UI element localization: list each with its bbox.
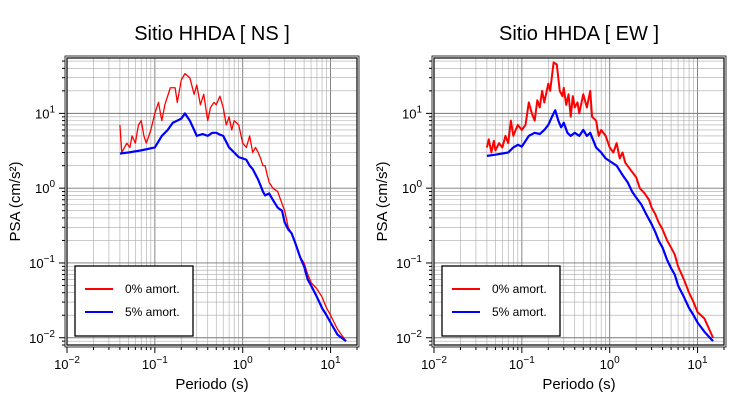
x-tick-label: 100 xyxy=(600,355,620,372)
legend-label-amort-0: 0% amort. xyxy=(125,282,180,296)
x-tick-label: 10−1 xyxy=(142,355,168,372)
legend: 0% amort. 5% amort. xyxy=(74,265,194,337)
chart-title: Sitio HHDA [ EW ] xyxy=(499,23,659,45)
x-axis-label: Periodo (s) xyxy=(542,376,615,393)
legend-label-amort-5: 5% amort. xyxy=(125,305,180,319)
plot-frame xyxy=(66,57,358,346)
series-line-amort-5 xyxy=(486,109,714,342)
series-line-amort-5 xyxy=(119,112,347,343)
x-tick-label: 10−1 xyxy=(509,355,535,372)
chart-title: Sitio HHDA [ NS ] xyxy=(134,23,290,45)
legend-box xyxy=(441,265,561,337)
plot-frame-outer xyxy=(64,55,360,348)
chart-panel-ew: 10−2 10−1 100 101 10−2 10−1 100 101 Sitio HHDA [… xyxy=(374,23,727,393)
plot-frame-outer xyxy=(431,55,727,348)
x-tick-label: 100 xyxy=(233,355,253,372)
y-tick-label: 10−1 xyxy=(29,254,55,271)
y-axis-label: PSA (cm/s²) xyxy=(7,161,24,241)
x-tick-label: 101 xyxy=(321,355,341,372)
chart-panel-ns: 10−2 10−1 100 101 10−2 10−1 100 101 Sitio HHDA [… xyxy=(7,23,360,393)
plot-frame xyxy=(433,57,725,346)
x-axis-label: Periodo (s) xyxy=(175,376,248,393)
y-tick-label: 100 xyxy=(402,179,422,196)
y-tick-label: 10−1 xyxy=(396,254,422,271)
y-axis-label: PSA (cm/s²) xyxy=(374,161,391,241)
y-tick-label: 101 xyxy=(402,104,422,121)
y-tick-label: 10−2 xyxy=(29,329,55,346)
y-tick-label: 10−2 xyxy=(396,329,422,346)
axis-ticks xyxy=(426,60,725,353)
axis-ticks xyxy=(59,60,358,353)
y-tick-label: 101 xyxy=(35,104,55,121)
y-tick-label: 100 xyxy=(35,179,55,196)
legend-box xyxy=(74,265,194,337)
legend-label-amort-0: 0% amort. xyxy=(492,282,547,296)
legend-label-amort-5: 5% amort. xyxy=(492,305,547,319)
x-tick-label: 10−2 xyxy=(421,355,447,372)
legend: 0% amort. 5% amort. xyxy=(441,265,561,337)
x-tick-label: 101 xyxy=(688,355,708,372)
series-line-amort-0 xyxy=(485,61,714,339)
x-tick-label: 10−2 xyxy=(54,355,80,372)
